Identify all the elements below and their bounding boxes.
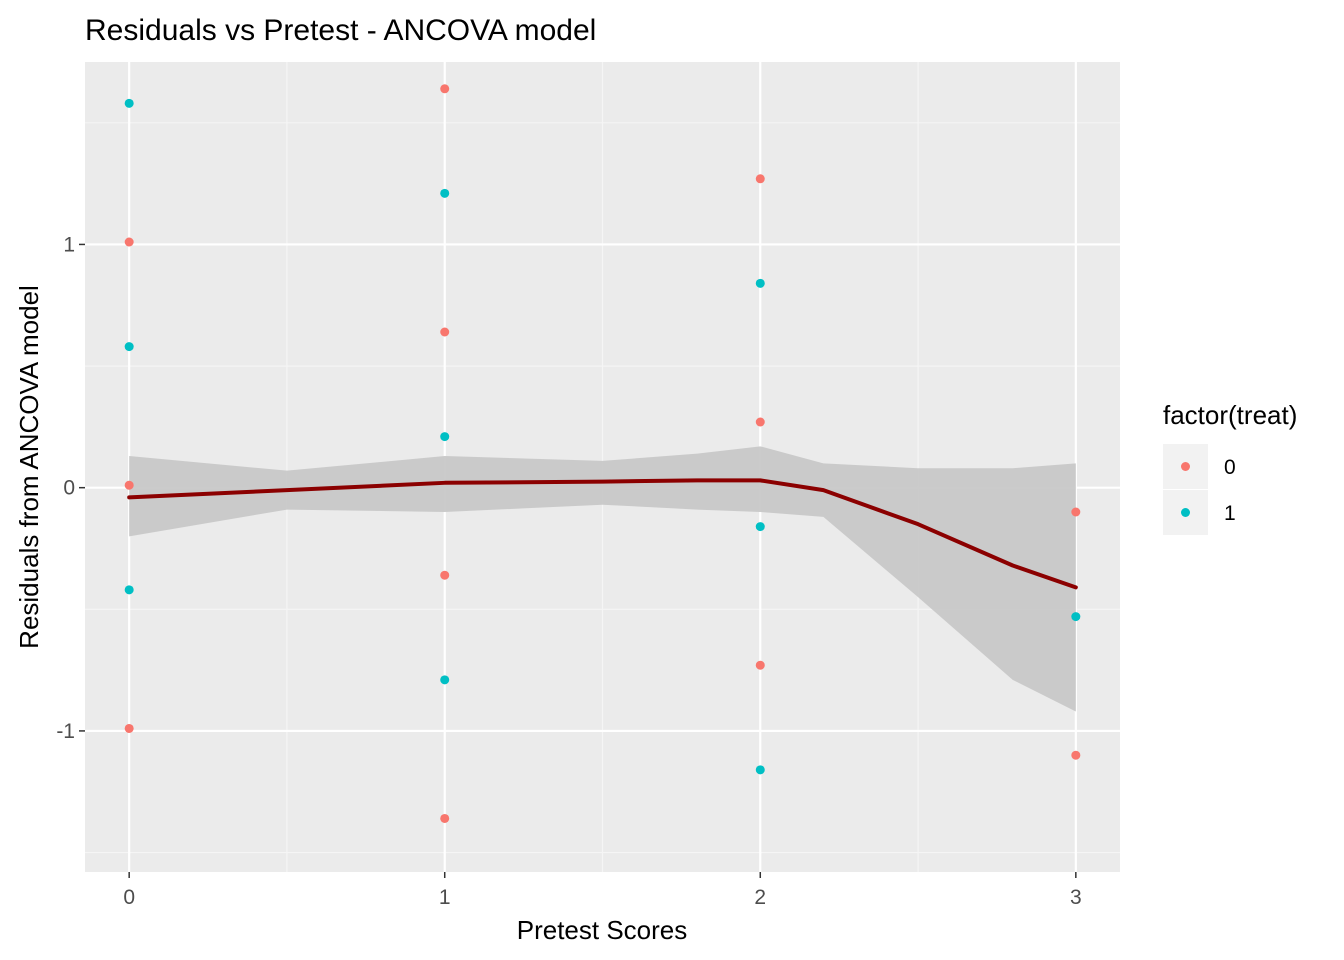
x-tick-label: 3 [1070,886,1082,909]
y-axis-title: Residuals from ANCOVA model [14,285,44,649]
data-point-treat-1 [440,188,450,198]
data-point-treat-1 [124,585,134,595]
points-layer [124,84,1081,823]
data-point-treat-1 [124,342,134,352]
y-tick-label: 1 [63,233,75,256]
data-point-treat-0 [755,174,765,184]
smooth-line [127,478,1078,590]
legend-title: factor(treat) [1163,400,1297,430]
data-point-treat-1 [755,765,765,775]
confidence-band [129,446,1076,712]
legend-label: 0 [1224,456,1236,479]
x-tick-label: 1 [439,886,451,909]
data-point-treat-0 [124,723,134,733]
data-point-treat-0 [755,417,765,427]
data-point-treat-1 [440,675,450,685]
data-point-treat-0 [440,570,450,580]
data-point-treat-0 [1071,750,1081,760]
data-point-treat-0 [440,327,450,337]
data-point-treat-1 [124,98,134,108]
confidence-band-layer [129,446,1076,712]
legend: factor(treat) 01 [1163,400,1297,535]
data-point-treat-0 [1071,507,1081,517]
smooth-line-layer [127,478,1078,590]
chart-title: Residuals vs Pretest - ANCOVA model [85,14,596,47]
x-tick-label: 2 [754,886,766,909]
data-point-treat-0 [124,480,134,490]
data-point-treat-1 [1071,612,1081,622]
y-axis-ticks: -1 0 1 [56,233,85,743]
data-point-treat-1 [755,278,765,288]
data-point-treat-1 [755,522,765,532]
data-point-treat-0 [440,813,450,823]
y-tick-label: 0 [63,477,75,500]
data-point-treat-0 [755,660,765,670]
legend-label: 1 [1224,502,1236,525]
legend-items: 01 [1163,444,1236,535]
x-axis-title: Pretest Scores [517,915,688,945]
x-tick-label: 0 [123,886,135,909]
y-tick-label: -1 [56,720,75,743]
data-point-treat-0 [124,237,134,247]
legend-key-point [1181,508,1190,517]
legend-key-point [1181,462,1190,471]
x-axis-ticks: 0 1 2 3 [123,872,1082,909]
data-point-treat-1 [440,432,450,442]
data-point-treat-0 [440,84,450,94]
